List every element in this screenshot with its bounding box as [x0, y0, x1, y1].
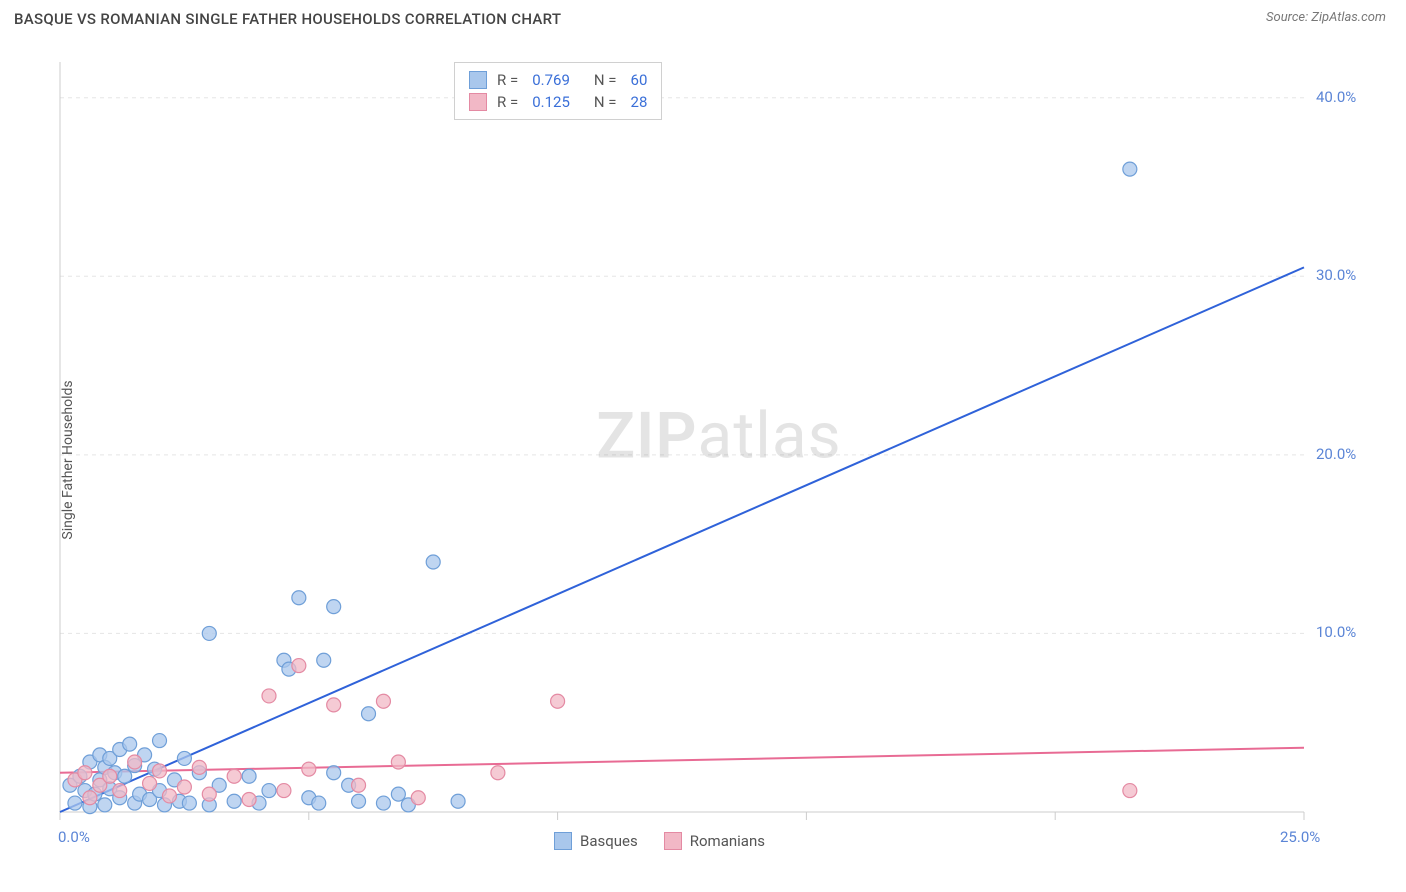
stat-r-label: R =: [497, 93, 518, 111]
stat-r-value: 0.125: [532, 93, 570, 111]
legend-label: Basques: [580, 832, 638, 850]
legend-swatch: [664, 832, 682, 850]
y-tick-label: 10.0%: [1316, 623, 1356, 641]
stat-legend-row: R = 0.125 N = 28: [469, 91, 647, 113]
legend-item: Basques: [554, 832, 638, 850]
legend-swatch: [554, 832, 572, 850]
x-tick-label: 25.0%: [1280, 828, 1320, 846]
series-legend: Basques Romanians: [554, 832, 765, 850]
x-tick-label: 0.0%: [58, 828, 90, 846]
source-label: Source: ZipAtlas.com: [1266, 10, 1386, 25]
legend-swatch: [469, 71, 487, 89]
stat-n-value: 60: [631, 71, 648, 89]
stat-n-label: N =: [594, 71, 617, 89]
y-tick-label: 40.0%: [1316, 88, 1356, 106]
y-axis-label: Single Father Households: [60, 380, 76, 539]
stat-r-label: R =: [497, 71, 518, 89]
scatter-chart: [54, 52, 1384, 852]
legend-label: Romanians: [690, 832, 765, 850]
stat-n-label: N =: [594, 93, 617, 111]
legend-item: Romanians: [664, 832, 765, 850]
legend-swatch: [469, 93, 487, 111]
stat-n-value: 28: [631, 93, 648, 111]
chart-title: BASQUE VS ROMANIAN SINGLE FATHER HOUSEHO…: [14, 10, 561, 28]
stat-legend: R = 0.769 N = 60 R = 0.125 N = 28: [454, 62, 662, 120]
stat-legend-row: R = 0.769 N = 60: [469, 69, 647, 91]
y-tick-label: 20.0%: [1316, 445, 1356, 463]
y-tick-label: 30.0%: [1316, 266, 1356, 284]
stat-r-value: 0.769: [532, 71, 570, 89]
chart-area: Single Father Households ZIPatlas R =0.7…: [54, 52, 1384, 852]
